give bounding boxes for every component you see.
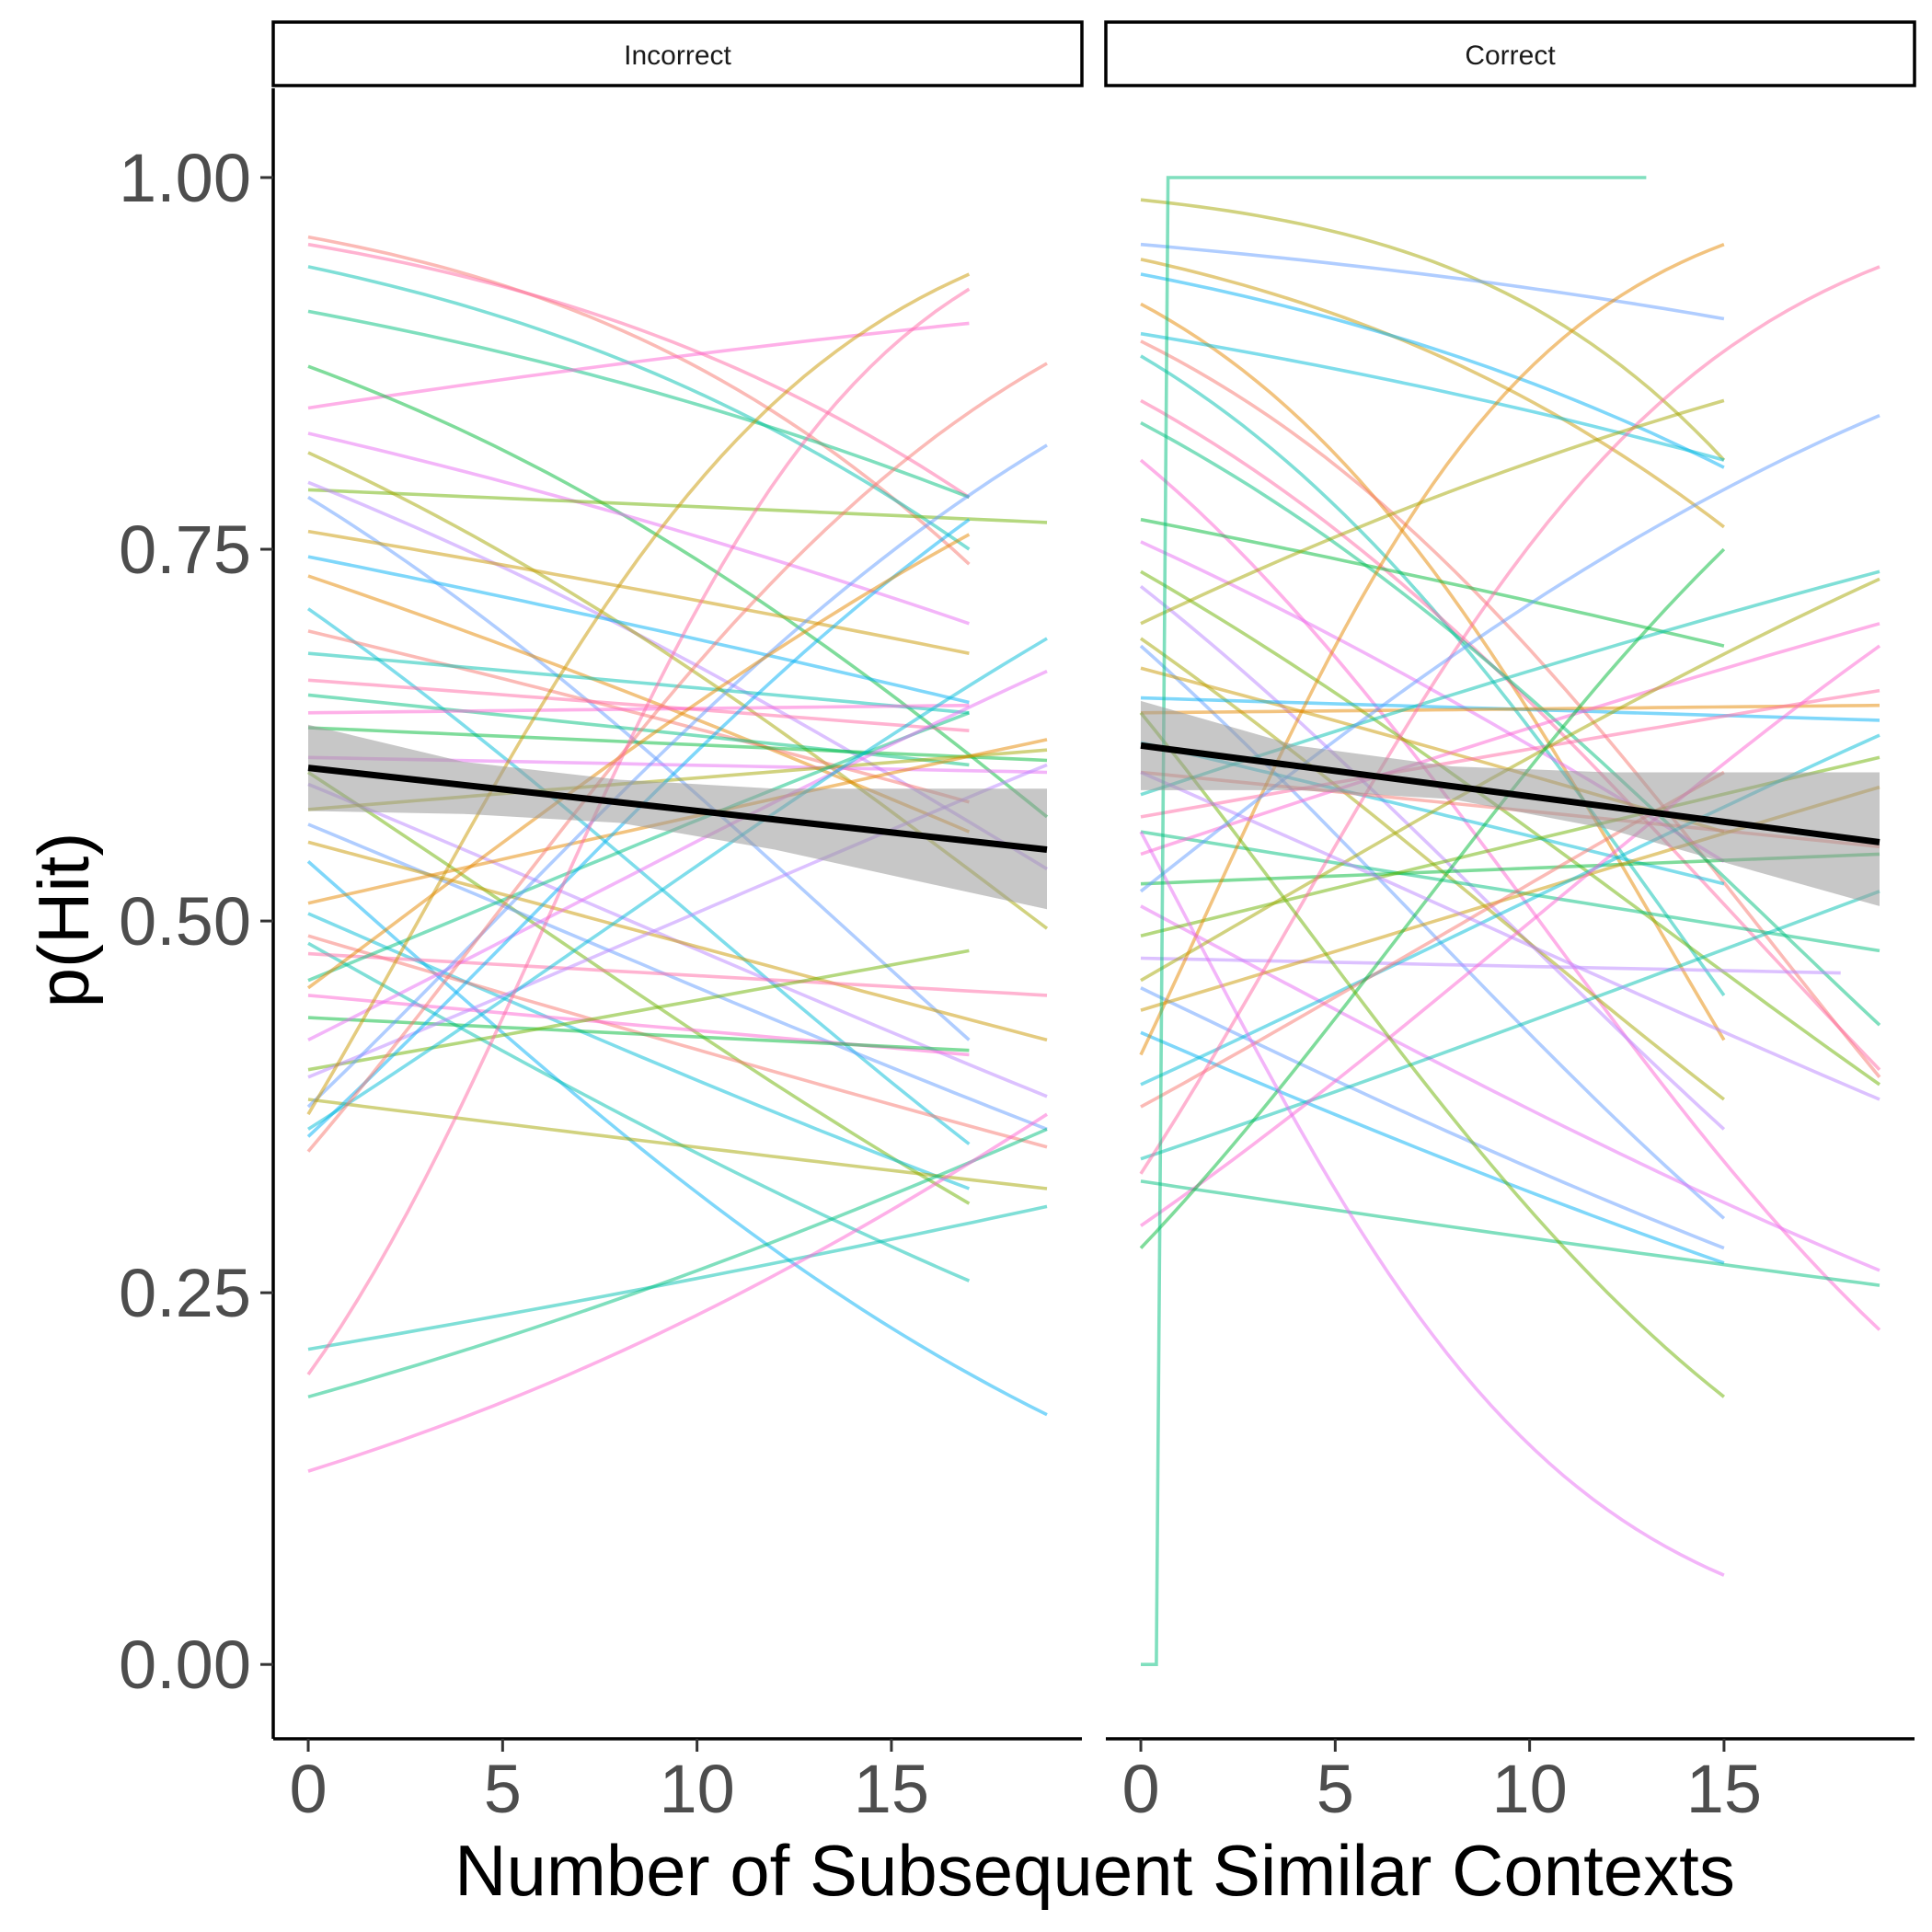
y-tick-label: 0.00 xyxy=(119,1627,251,1703)
y-tick-label: 0.50 xyxy=(119,883,251,960)
participant-line xyxy=(1140,242,1725,321)
participant-line xyxy=(306,533,971,990)
participant-line xyxy=(307,651,970,715)
participant-line xyxy=(1140,703,1880,715)
participant-line xyxy=(1139,547,1726,1249)
participant-line xyxy=(1140,622,1880,857)
participant-line xyxy=(307,364,1049,819)
mean-fit-line xyxy=(307,765,1048,853)
participant-line xyxy=(306,362,1048,1153)
axes: 0 5 10 15 0 5 10 15 0.00 0.25 0.50 0.75 1.00 xyxy=(119,88,1915,1827)
confidence-ribbon xyxy=(1141,700,1880,906)
participant-line xyxy=(1140,569,1881,1087)
participant-line xyxy=(307,703,970,715)
participant-line xyxy=(1140,302,1726,1041)
participant-line xyxy=(1140,986,1725,1250)
participant-line xyxy=(306,860,1048,1417)
participant-line xyxy=(1140,830,1880,953)
participant-line xyxy=(307,1098,1048,1190)
x-axis-label: Number of Subsequent Similar Contexts xyxy=(454,1830,1735,1911)
participant-line xyxy=(307,770,971,1205)
participant-line xyxy=(1139,644,1881,1227)
participant-line xyxy=(307,235,971,566)
participant-line xyxy=(1139,265,1880,1175)
x-tick-label: 10 xyxy=(1491,1751,1567,1827)
y-tick-label: 0.25 xyxy=(119,1255,251,1331)
participant-line xyxy=(306,443,1048,1109)
participant-line xyxy=(307,242,971,499)
participant-line xyxy=(1139,413,1880,893)
participant-line xyxy=(307,555,970,705)
participant-line xyxy=(1139,584,1726,1131)
participant-line xyxy=(307,265,971,551)
facet-strip xyxy=(1104,20,1916,87)
participant-line xyxy=(307,726,1048,763)
participant-line xyxy=(306,287,971,1376)
participant-line xyxy=(307,574,971,834)
participant-line xyxy=(1140,198,1726,462)
participant-line xyxy=(307,1016,970,1052)
facet-strip xyxy=(271,20,1084,87)
participant-line xyxy=(1139,711,1726,1398)
participant-line xyxy=(1140,1030,1725,1265)
participant-line xyxy=(1139,458,1881,1331)
participant-line xyxy=(307,669,1048,1042)
participant-line xyxy=(1140,517,1725,648)
y-axis-label: p(Hit) xyxy=(23,833,104,1008)
participant-line xyxy=(1140,577,1880,983)
x-tick-label: 0 xyxy=(1121,1751,1159,1827)
x-tick-label: 15 xyxy=(854,1751,929,1827)
participant-line xyxy=(1140,258,1725,529)
participant-line xyxy=(1140,770,1880,1101)
facet-incorrect: Incorrect xyxy=(271,20,1084,1473)
participant-line xyxy=(1139,243,1725,1056)
participant-line xyxy=(307,431,970,626)
y-tick-label: 0.75 xyxy=(119,512,251,588)
participant-line xyxy=(306,272,971,1116)
x-tick-label: 10 xyxy=(659,1751,734,1827)
y-tick-label: 1.00 xyxy=(119,140,251,216)
participant-line xyxy=(307,637,1048,1131)
participant-line xyxy=(1140,956,1841,975)
participant-line xyxy=(1140,1179,1880,1287)
facet-strip-label: Incorrect xyxy=(624,40,731,71)
x-tick-label: 5 xyxy=(1317,1751,1354,1827)
participant-line xyxy=(1140,272,1725,469)
participant-line xyxy=(307,629,970,804)
participant-line xyxy=(307,1112,1048,1473)
participant-line xyxy=(1140,890,1880,1161)
participant-line xyxy=(1140,421,1881,1027)
facet-correct: Correct xyxy=(1104,20,1916,1666)
participant-line xyxy=(307,949,970,1072)
participant-line xyxy=(307,1127,1048,1399)
facet-panels: Incorrect Correct xyxy=(271,20,1916,1666)
mean-fit-line xyxy=(1140,742,1880,845)
participant-line xyxy=(307,951,1048,997)
x-tick-label: 5 xyxy=(484,1751,522,1827)
participant-line xyxy=(307,1204,1048,1351)
participant-line xyxy=(307,309,971,500)
participant-line xyxy=(307,934,1048,1149)
participant-line xyxy=(1140,339,1881,1078)
participant-line xyxy=(1139,831,1725,1577)
participant-line xyxy=(307,678,970,732)
confidence-ribbon xyxy=(308,724,1047,910)
participant-line xyxy=(1140,398,1725,626)
facet-strip-label: Correct xyxy=(1465,40,1556,71)
x-tick-label: 0 xyxy=(289,1751,327,1827)
x-tick-label: 15 xyxy=(1686,1751,1762,1827)
participant-line xyxy=(307,529,970,655)
participant-step-line xyxy=(1141,176,1647,1666)
